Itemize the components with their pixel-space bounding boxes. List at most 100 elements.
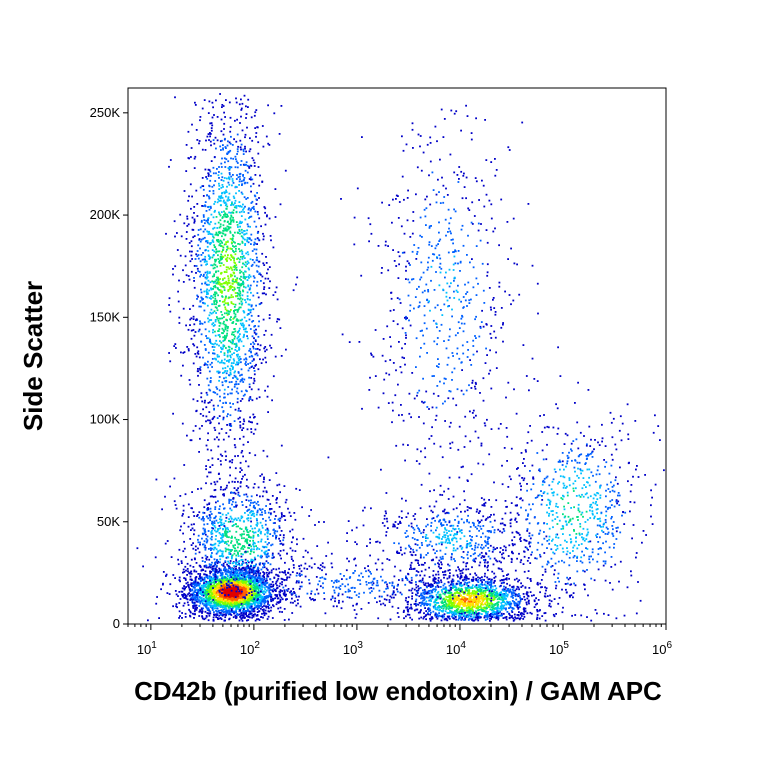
data-point-4210	[204, 399, 206, 402]
data-point-2083	[184, 595, 187, 598]
data-point-4150	[213, 303, 216, 306]
data-point-4538	[193, 206, 196, 208]
data-point-2465	[213, 592, 216, 595]
data-point-3485	[190, 544, 193, 546]
data-point-3103	[226, 531, 228, 533]
data-point-4466	[238, 201, 241, 203]
data-point-1803	[224, 606, 227, 609]
data-point-4120	[225, 158, 228, 161]
data-point-4842	[222, 144, 224, 146]
data-point-2745	[189, 538, 192, 540]
data-point-2724	[257, 500, 259, 503]
data-point-2756	[226, 484, 228, 487]
data-point-4546	[253, 161, 256, 164]
data-point-3526	[231, 342, 234, 345]
data-point-3248	[237, 561, 240, 564]
data-point-4848	[240, 481, 242, 483]
data-point-4827	[231, 285, 234, 288]
data-point-4328	[253, 114, 256, 117]
data-point-2935	[295, 487, 298, 490]
data-point-4651	[219, 395, 221, 398]
data-point-2344	[225, 597, 227, 599]
data-point-3498	[270, 512, 272, 515]
data-point-2640	[183, 540, 185, 543]
data-point-1631	[285, 598, 287, 601]
data-point-2823	[314, 524, 316, 526]
data-point-2047	[220, 597, 223, 600]
data-point-2035	[253, 588, 256, 590]
data-point-4969	[226, 415, 228, 418]
data-point-2995	[227, 528, 229, 531]
data-point-4269	[233, 316, 236, 319]
data-point-2155	[279, 589, 282, 591]
data-point-4951	[227, 359, 230, 362]
data-point-4379	[255, 332, 258, 335]
data-point-4730	[229, 414, 232, 417]
data-point-2659	[211, 547, 213, 550]
data-point-855	[266, 589, 268, 592]
data-point-3869	[242, 290, 245, 293]
data-point-4534	[245, 357, 247, 360]
data-point-278	[253, 613, 255, 616]
data-point-4267	[230, 392, 233, 395]
data-point-4742	[235, 221, 238, 223]
data-point-3594	[229, 356, 232, 359]
data-point-2832	[231, 549, 233, 551]
data-point-3445	[218, 518, 221, 521]
data-point-3948	[227, 326, 229, 328]
data-point-4500	[208, 223, 211, 226]
data-point-4198	[265, 361, 267, 364]
data-point-1213	[207, 585, 210, 587]
data-point-2668	[204, 554, 207, 557]
data-point-4818	[231, 178, 234, 180]
data-point-3950	[237, 319, 240, 322]
data-point-4232	[214, 209, 216, 212]
data-point-696	[216, 616, 219, 619]
data-point-4241	[232, 377, 234, 379]
data-point-4325	[239, 426, 242, 429]
data-point-1038	[190, 572, 193, 575]
data-point-3497	[230, 550, 232, 552]
data-point-4105	[245, 113, 248, 115]
data-point-1581	[224, 603, 226, 606]
data-point-1512	[213, 601, 216, 604]
data-point-3678	[244, 147, 246, 150]
data-point-4549	[257, 213, 259, 216]
data-point-4403	[256, 211, 259, 213]
data-point-924	[224, 579, 227, 582]
data-point-3775	[236, 281, 238, 284]
data-point-4428	[237, 243, 239, 245]
data-point-4433	[224, 328, 227, 331]
data-point-3142	[262, 490, 265, 493]
data-point-4464	[249, 225, 251, 228]
data-point-1704	[214, 604, 216, 606]
data-point-2751	[198, 516, 201, 519]
data-point-170	[184, 565, 187, 568]
data-point-4894	[205, 290, 208, 292]
data-point-3063	[209, 543, 212, 546]
data-point-2940	[222, 535, 224, 538]
data-point-825	[232, 568, 235, 570]
data-point-4426	[262, 232, 264, 235]
data-point-3411	[203, 518, 205, 520]
data-point-3192	[214, 489, 217, 491]
data-point-1609	[213, 613, 215, 616]
data-point-317	[262, 578, 265, 581]
data-point-192	[232, 607, 234, 610]
data-point-4351	[217, 270, 220, 273]
data-point-4983	[232, 216, 234, 219]
data-point-3062	[203, 512, 206, 514]
data-point-4759	[232, 278, 234, 281]
data-point-4624	[195, 272, 197, 274]
data-point-3655	[211, 256, 214, 259]
data-point-3503	[238, 346, 240, 349]
data-point-2246	[217, 602, 220, 604]
data-point-3398	[208, 563, 211, 566]
data-point-3730	[237, 407, 240, 410]
data-point-4372	[187, 328, 190, 331]
data-point-656	[251, 581, 254, 584]
data-point-3425	[214, 573, 217, 576]
data-point-3516	[169, 159, 172, 161]
data-point-60	[263, 582, 266, 585]
data-point-2293	[234, 591, 237, 594]
